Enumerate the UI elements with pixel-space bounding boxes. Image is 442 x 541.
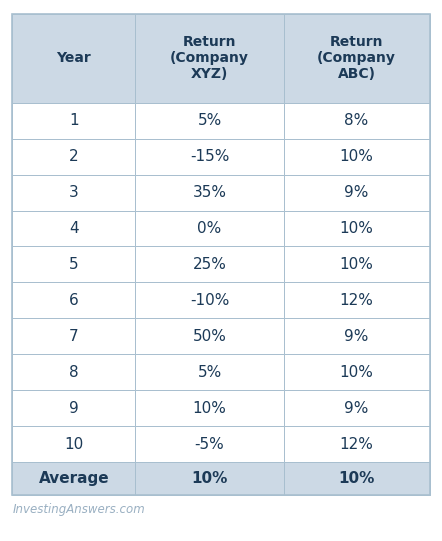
FancyBboxPatch shape (284, 319, 430, 354)
Text: 10%: 10% (339, 221, 373, 236)
Text: 10%: 10% (339, 149, 373, 164)
FancyBboxPatch shape (12, 319, 135, 354)
FancyBboxPatch shape (135, 354, 284, 391)
FancyBboxPatch shape (284, 210, 430, 247)
FancyBboxPatch shape (12, 282, 135, 319)
Text: 5: 5 (69, 257, 79, 272)
FancyBboxPatch shape (135, 426, 284, 462)
Text: 0%: 0% (198, 221, 221, 236)
Text: 8%: 8% (344, 113, 369, 128)
Text: 50%: 50% (193, 329, 226, 344)
FancyBboxPatch shape (12, 462, 135, 495)
FancyBboxPatch shape (284, 282, 430, 319)
Text: 9%: 9% (344, 185, 369, 200)
Text: 9%: 9% (344, 401, 369, 416)
Text: 25%: 25% (193, 257, 226, 272)
FancyBboxPatch shape (135, 319, 284, 354)
FancyBboxPatch shape (12, 354, 135, 391)
Text: Return
(Company
XYZ): Return (Company XYZ) (170, 35, 249, 81)
FancyBboxPatch shape (284, 14, 430, 103)
FancyBboxPatch shape (12, 426, 135, 462)
FancyBboxPatch shape (12, 175, 135, 210)
Text: 1: 1 (69, 113, 79, 128)
FancyBboxPatch shape (284, 391, 430, 426)
Text: 5%: 5% (198, 365, 221, 380)
FancyBboxPatch shape (284, 103, 430, 138)
Text: 10%: 10% (339, 365, 373, 380)
Text: 35%: 35% (193, 185, 227, 200)
Text: 10%: 10% (191, 471, 228, 486)
Text: 12%: 12% (339, 293, 373, 308)
Text: Year: Year (57, 51, 91, 65)
Text: 4: 4 (69, 221, 79, 236)
FancyBboxPatch shape (135, 462, 284, 495)
FancyBboxPatch shape (284, 426, 430, 462)
Text: 9: 9 (69, 401, 79, 416)
Text: 12%: 12% (339, 437, 373, 452)
FancyBboxPatch shape (284, 138, 430, 175)
Text: 10: 10 (64, 437, 84, 452)
Text: 10%: 10% (339, 257, 373, 272)
FancyBboxPatch shape (12, 247, 135, 282)
Text: 3: 3 (69, 185, 79, 200)
Text: -10%: -10% (190, 293, 229, 308)
FancyBboxPatch shape (12, 103, 135, 138)
Text: 10%: 10% (193, 401, 226, 416)
FancyBboxPatch shape (12, 14, 135, 103)
FancyBboxPatch shape (284, 175, 430, 210)
Text: 10%: 10% (339, 471, 375, 486)
FancyBboxPatch shape (135, 210, 284, 247)
FancyBboxPatch shape (135, 282, 284, 319)
Text: Return
(Company
ABC): Return (Company ABC) (317, 35, 396, 81)
FancyBboxPatch shape (135, 391, 284, 426)
FancyBboxPatch shape (12, 391, 135, 426)
Text: -5%: -5% (194, 437, 225, 452)
Text: Average: Average (38, 471, 109, 486)
Text: 5%: 5% (198, 113, 221, 128)
FancyBboxPatch shape (135, 138, 284, 175)
FancyBboxPatch shape (284, 354, 430, 391)
FancyBboxPatch shape (135, 103, 284, 138)
FancyBboxPatch shape (135, 175, 284, 210)
Text: 8: 8 (69, 365, 79, 380)
FancyBboxPatch shape (135, 247, 284, 282)
FancyBboxPatch shape (135, 14, 284, 103)
Text: 7: 7 (69, 329, 79, 344)
Text: -15%: -15% (190, 149, 229, 164)
Text: 2: 2 (69, 149, 79, 164)
Text: 6: 6 (69, 293, 79, 308)
FancyBboxPatch shape (284, 247, 430, 282)
Text: 9%: 9% (344, 329, 369, 344)
Text: InvestingAnswers.com: InvestingAnswers.com (12, 503, 145, 516)
FancyBboxPatch shape (12, 210, 135, 247)
FancyBboxPatch shape (284, 462, 430, 495)
FancyBboxPatch shape (12, 138, 135, 175)
